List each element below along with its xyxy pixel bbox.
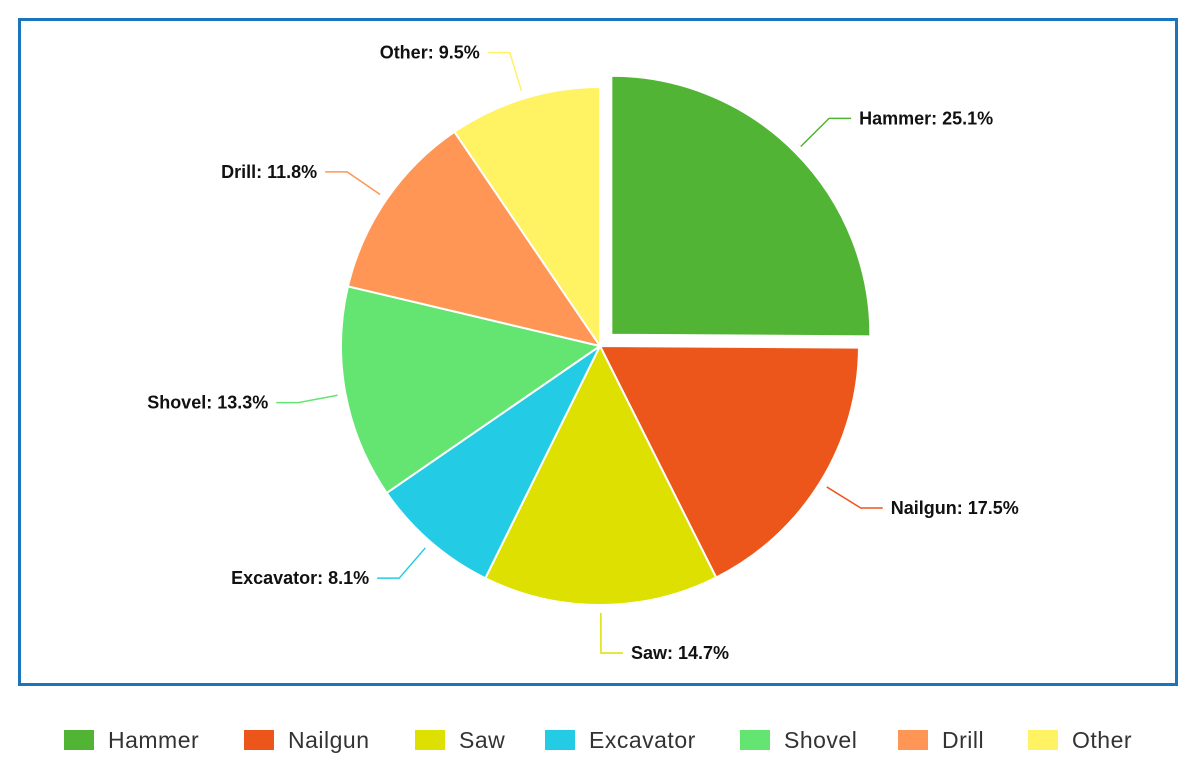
pie-slice-other[interactable]: [453, 85, 601, 350]
legend-item-shovel[interactable]: Shovel: [740, 722, 857, 758]
legend-item-nailgun[interactable]: Nailgun: [244, 722, 370, 758]
legend-label-drill: Drill: [942, 726, 985, 753]
legend-item-other[interactable]: Other: [1028, 722, 1132, 758]
legend-swatch-shovel: [740, 730, 770, 750]
data-label-hammer: Hammer: 25.1%: [859, 108, 993, 128]
legend-swatch-saw: [415, 730, 445, 750]
connector-hammer: [800, 117, 852, 148]
data-label-other: Other: 9.5%: [380, 43, 480, 63]
pie-slice-drill[interactable]: [346, 130, 603, 348]
legend-swatch-drill: [898, 730, 928, 750]
legend-item-saw[interactable]: Saw: [415, 722, 505, 758]
pie-slice-shovel[interactable]: [340, 285, 603, 495]
legend-label-other: Other: [1072, 726, 1133, 753]
legend-swatch-other: [1028, 730, 1058, 750]
connector-other: [487, 51, 523, 92]
data-label-saw: Saw: 14.7%: [631, 643, 729, 663]
data-label-drill: Drill: 11.8%: [221, 162, 317, 182]
legend-label-saw: Saw: [459, 726, 506, 753]
legend-swatch-excavator: [545, 730, 575, 750]
connector-saw: [600, 612, 623, 654]
connector-shovel: [276, 394, 338, 404]
pie-slice-excavator[interactable]: [385, 342, 603, 580]
legend-item-drill[interactable]: Drill: [898, 722, 984, 758]
pie-slice-nailgun[interactable]: [598, 344, 861, 579]
legend-label-nailgun: Nailgun: [288, 726, 370, 753]
data-label-excavator: Excavator: 8.1%: [231, 568, 369, 588]
data-label-shovel: Shovel: 13.3%: [147, 393, 268, 413]
legend-label-shovel: Shovel: [784, 726, 858, 753]
connector-nailgun: [826, 486, 883, 509]
pie-slice-hammer[interactable]: [610, 74, 872, 338]
connector-drill: [325, 171, 381, 196]
data-label-nailgun: Nailgun: 17.5%: [891, 498, 1019, 518]
legend-label-excavator: Excavator: [589, 726, 696, 753]
pie-slice-saw[interactable]: [483, 343, 718, 606]
legend: Hammer Nailgun Saw Excavator Shovel Drill Othe…: [0, 722, 1200, 758]
legend-item-hammer[interactable]: Hammer: [64, 722, 199, 758]
legend-swatch-nailgun: [244, 730, 274, 750]
legend-label-hammer: Hammer: [108, 726, 200, 753]
connector-excavator: [377, 547, 426, 579]
pie-chart: Hammer: 25.1% Nailgun: 17.5% Saw: 14.7% Exc…: [147, 43, 1019, 663]
legend-swatch-hammer: [64, 730, 94, 750]
legend-item-excavator[interactable]: Excavator: [545, 722, 696, 758]
